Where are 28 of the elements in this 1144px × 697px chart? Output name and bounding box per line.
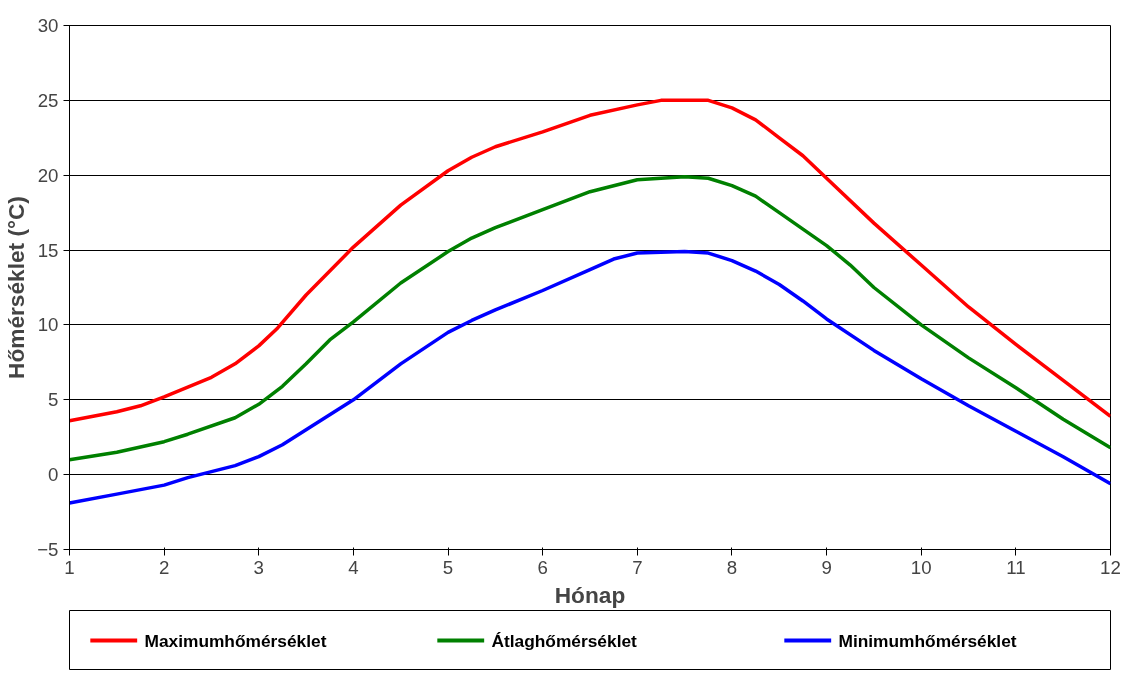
- x-tick-label: 11: [1006, 556, 1026, 578]
- x-axis-title: Hónap: [554, 581, 626, 608]
- y-axis-title: Hőmérséklet (°C): [3, 196, 30, 379]
- y-tick-label: 15: [37, 239, 59, 261]
- line-series: [69, 249, 1111, 505]
- legend-label: Maximumhőmérséklet: [144, 630, 327, 651]
- y-tick-label: 25: [37, 89, 59, 111]
- legend-label: Minimumhőmérséklet: [838, 630, 1017, 651]
- x-tick-label: 2: [158, 556, 170, 578]
- line-series: [69, 98, 1111, 423]
- y-tick-label: 10: [37, 314, 59, 336]
- x-tick-label: 8: [726, 556, 738, 578]
- line-series: [69, 174, 1111, 462]
- x-tick-label: 6: [537, 556, 548, 578]
- y-tick-label: 5: [48, 389, 59, 411]
- x-tick-label: 1: [64, 556, 75, 578]
- x-tick-label: 3: [253, 556, 264, 578]
- y-tick-label: 30: [37, 15, 59, 36]
- x-tick-label: 10: [910, 556, 932, 578]
- x-tick-label: 4: [348, 556, 359, 578]
- x-tick-label: 5: [442, 556, 454, 578]
- legend-label: Átlaghőmérséklet: [491, 630, 638, 651]
- y-tick-label: 0: [48, 464, 59, 486]
- y-tick-label: 20: [37, 164, 59, 186]
- x-tick-label: 7: [632, 556, 643, 578]
- x-tick-label: 12: [1100, 556, 1121, 578]
- y-tick-label: −5: [37, 539, 59, 560]
- x-tick-label: 9: [821, 556, 832, 578]
